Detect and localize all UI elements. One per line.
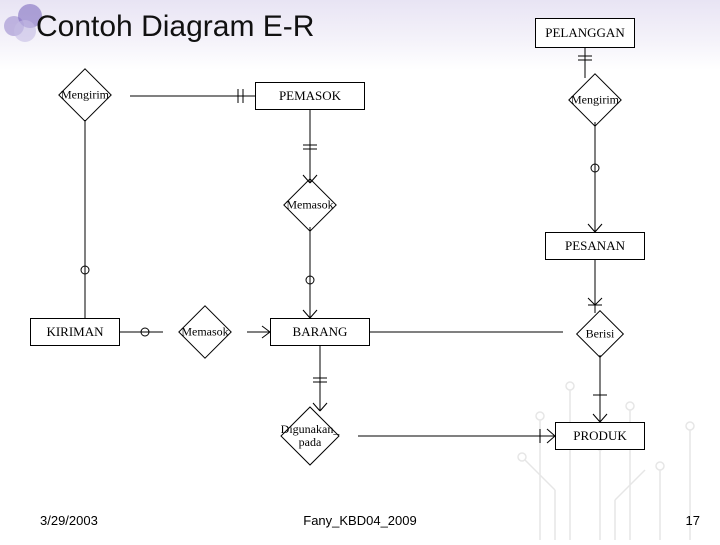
rel-mengirim-right: Mengirim [550, 75, 640, 125]
entity-barang: BARANG [270, 318, 370, 346]
footer-date: 3/29/2003 [40, 513, 98, 528]
rel-digunakan: Digunakan_ pada [260, 408, 360, 463]
entity-pemasok: PEMASOK [255, 82, 365, 110]
entity-kiriman: KIRIMAN [30, 318, 120, 346]
rel-memasok-left: Memasok [160, 307, 250, 357]
rel-berisi: Berisi [560, 310, 640, 358]
entity-pesanan: PESANAN [545, 232, 645, 260]
rel-memasok-center: Memasok [265, 180, 355, 230]
entity-pelanggan: PELANGGAN [535, 18, 635, 48]
footer-page: 17 [686, 513, 700, 528]
footer-center: Fany_KBD04_2009 [303, 513, 416, 528]
rel-mengirim-left: Mengirim [40, 70, 130, 120]
entity-produk: PRODUK [555, 422, 645, 450]
page-title: Contoh Diagram E-R [36, 10, 314, 44]
